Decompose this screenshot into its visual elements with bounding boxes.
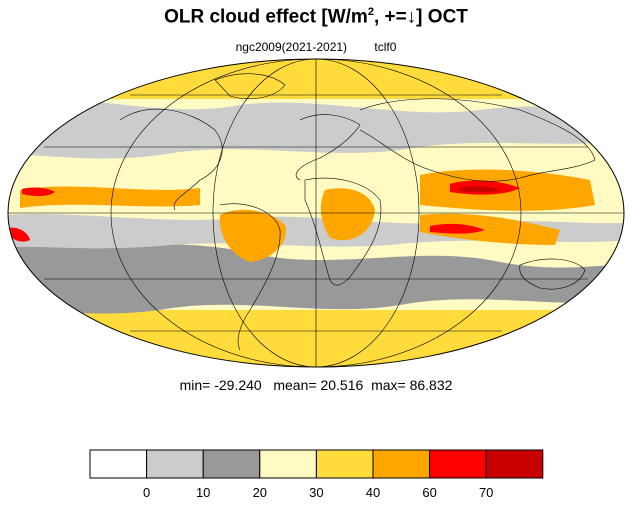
colorbar-tick-label: 30 [309,485,323,500]
min-label: min= [179,377,211,393]
coastlines [119,73,596,351]
coastline-australia [519,258,586,290]
mean-value: 20.516 [320,377,364,393]
colorbar-bin [146,449,204,479]
title-suffix: , +=↓] OCT [373,6,468,28]
colorbar-tick-label: 70 [479,485,493,500]
coastline-europe [295,114,361,181]
meridian-120 [110,59,522,367]
max-label: max= [371,377,406,393]
coastline-south-america [219,203,281,351]
graticule [8,59,624,367]
colorbar-labels: 0 10 20 30 40 60 70 [143,485,493,500]
field-red-max-pacific [22,187,55,197]
subtitle-run: ngc2009(2021-2021) [235,40,348,54]
meridian-60 [212,59,420,367]
plot-title: OLR cloud effect [W/m2, +=↓] OCT [0,6,632,28]
colorbar-bin [429,449,487,479]
coastline-greenland [214,73,286,99]
colorbar-bin [202,449,261,479]
colorbar-tick-label: 0 [143,485,150,500]
field-red-max-east-pacific [8,227,30,242]
mean-label: mean= [273,377,317,393]
colorbar-bin [259,449,317,479]
colorbar-tick-label: 60 [422,485,436,500]
colorbar-bin [372,449,431,479]
field-maritime-convection [420,213,560,245]
field-pacific-itcz [20,186,200,208]
colorbar-bin [315,449,374,479]
title-text: OLR cloud effect [W/m [164,6,368,28]
field-red-max-indian [430,223,485,234]
colorbar-bin [89,449,148,479]
coastline-africa [304,177,382,286]
globe-outline [7,58,625,368]
colorbar-tick-label: 40 [366,485,380,500]
subtitle-variable: tclf0 [374,40,397,54]
field-amazon-convection [219,209,286,262]
plot-subtitle: ngc2009(2021-2021) tclf0 [0,40,632,54]
coastline-north-america [119,108,223,211]
colorbar-boxes [89,449,544,479]
min-value: -29.240 [214,377,262,393]
field-statistics: min= -29.240 mean= 20.516 max= 86.832 [0,377,632,393]
colorbar-tick-label: 20 [253,485,267,500]
max-value: 86.832 [409,377,453,393]
colorbar-tick-label: 10 [196,485,210,500]
mollweide-map [7,58,625,368]
title-superscript: 2 [367,6,374,18]
coastline-asia [359,98,596,182]
field-africa-convection [320,188,375,241]
field-darkred-max [460,186,500,193]
colorbar-bin [485,449,544,479]
